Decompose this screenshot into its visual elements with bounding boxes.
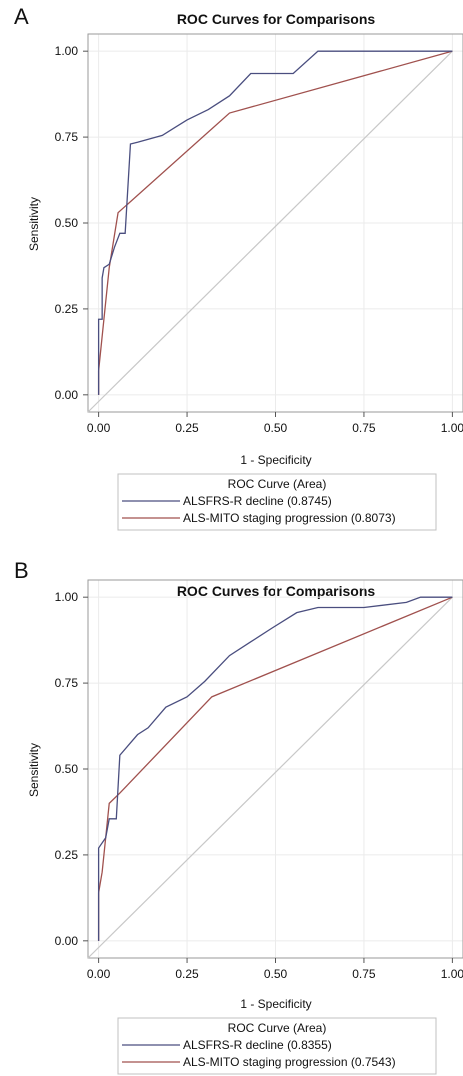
panel-a-ytick-label-3: 0.75 [55, 130, 79, 144]
panel-b-ytick-label-4: 1.00 [55, 590, 79, 604]
panel-b-legend: ROC Curve (Area) ALSFRS-R decline (0.835… [117, 1017, 437, 1075]
panel-a-legend-title: ROC Curve (Area) [228, 477, 327, 491]
panel-b-ylabel: Sensitivity [27, 743, 41, 797]
svg-text:ALS-MITO staging progression (: ALS-MITO staging progression (0.8073) [183, 511, 396, 525]
panel-a-xtick-label-4: 1.00 [441, 421, 463, 435]
svg-text:ALS-MITO staging progression (: ALS-MITO staging progression (0.7543) [183, 1055, 396, 1069]
panel-a-plot: 0.00 0.25 0.50 0.75 1.00 0.00 0.25 0.50 0.75 1.00 [55, 33, 463, 435]
panel-b-ytick-label-3: 0.75 [55, 676, 79, 690]
panel-a-ytick-label-0: 0.00 [55, 388, 79, 402]
panel-a-legend-area-alsmito: (0.8073) [351, 511, 396, 525]
panel-a-legend: ROC Curve (Area) ALSFRS-R decline (0.874… [117, 473, 437, 531]
panel-b-plot: 0.00 0.25 0.50 0.75 1.00 0.00 0.25 0.50 0.75 1.00 [55, 579, 463, 981]
panel-a-xtick-label-0: 0.00 [87, 421, 111, 435]
panel-b-legend-title: ROC Curve (Area) [228, 1021, 327, 1035]
panel-a-xtick-label-1: 0.25 [175, 421, 199, 435]
panel-a-legend-area-alsfrs: (0.8745) [287, 494, 332, 508]
panel-a-title: ROC Curves for Comparisons [177, 11, 376, 27]
panel-b-xlabel: 1 - Specificity [240, 997, 311, 1011]
panel-b-label: B [14, 558, 29, 583]
panel-b-xtick-label-3: 0.75 [352, 967, 376, 981]
panel-b-title: ROC Curves for Comparisons [177, 583, 376, 599]
panel-a-xtick-label-2: 0.50 [264, 421, 288, 435]
panel-b-xtick-label-4: 1.00 [441, 967, 463, 981]
panel-a-ylabel: Sensitivity [27, 197, 41, 251]
panel-b-legend-area-alsfrs: (0.8355) [287, 1038, 332, 1052]
panel-b-legend-name-alsmito: ALS-MITO staging progression [183, 1055, 348, 1069]
svg-text:ALSFRS-R decline (0.8745): ALSFRS-R decline (0.8745) [183, 494, 332, 508]
panel-a: A ROC Curves for Comparisons Sensitivity… [14, 4, 463, 531]
panel-b-series-alsfrs-decline [97, 596, 453, 941]
panel-b-ytick-label-2: 0.50 [55, 762, 79, 776]
svg-text:ALSFRS-R decline (0.8355): ALSFRS-R decline (0.8355) [183, 1038, 332, 1052]
panel-a-legend-name-alsmito: ALS-MITO staging progression [183, 511, 348, 525]
panel-a-ytick-label-2: 0.50 [55, 216, 79, 230]
panel-a-legend-box [117, 473, 437, 531]
panel-b-xtick-label-1: 0.25 [175, 967, 199, 981]
panel-a-reference-line [87, 50, 453, 413]
panel-a-series-alsfrs-decline [97, 50, 453, 395]
panel-a-xtick-label-3: 0.75 [352, 421, 376, 435]
panel-a-xlabel: 1 - Specificity [240, 453, 311, 467]
panel-b-xtick-label-0: 0.00 [87, 967, 111, 981]
panel-a-ytick-label-4: 1.00 [55, 44, 79, 58]
panel-b-legend-name-alsfrs: ALSFRS-R decline [183, 1038, 284, 1052]
panel-a-label: A [14, 4, 29, 29]
panel-b-ytick-label-0: 0.00 [55, 934, 79, 948]
panel-b-xtick-label-2: 0.50 [264, 967, 288, 981]
panel-a-ytick-label-1: 0.25 [55, 302, 79, 316]
panel-b-legend-area-alsmito: (0.7543) [351, 1055, 396, 1069]
panel-b: B ROC Curves for Comparisons Sensitivity… [14, 558, 463, 1075]
panel-a-legend-name-alsfrs: ALSFRS-R decline [183, 494, 284, 508]
panel-b-ytick-label-1: 0.25 [55, 848, 79, 862]
panel-b-legend-box [117, 1017, 437, 1075]
panel-b-reference-line [87, 596, 453, 959]
